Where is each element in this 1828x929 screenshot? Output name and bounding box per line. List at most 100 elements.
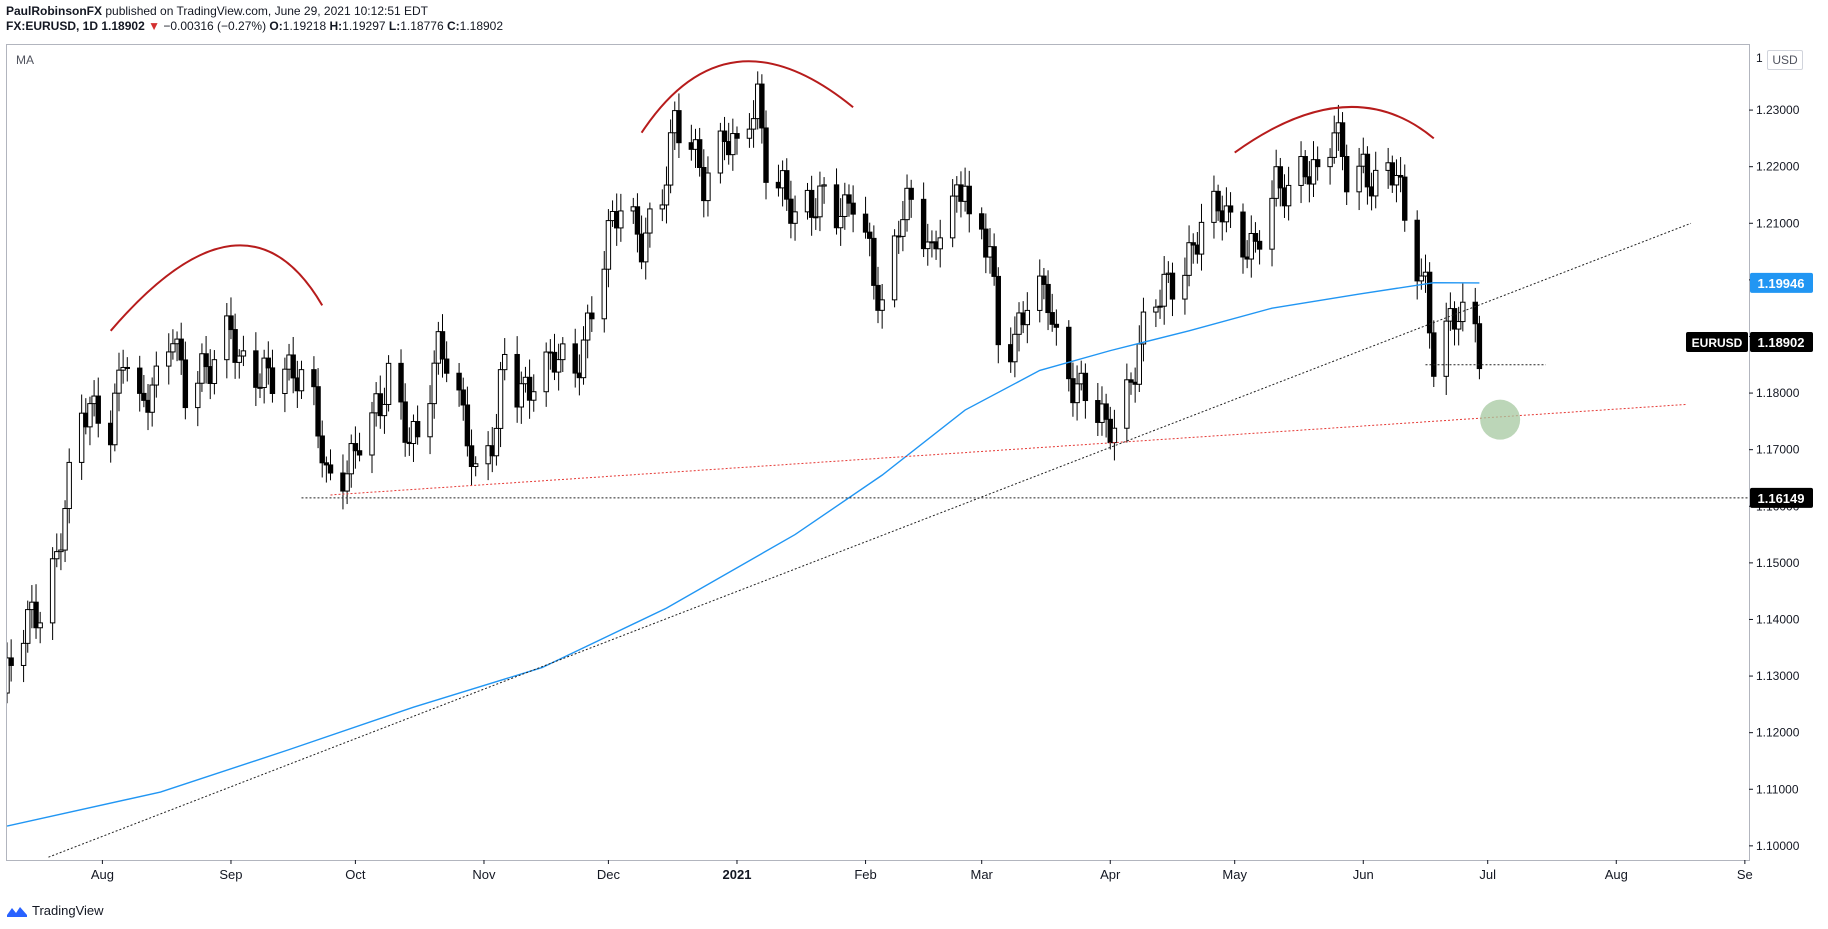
candle <box>282 357 288 413</box>
candle <box>25 600 31 653</box>
candle <box>1455 306 1462 346</box>
candle <box>879 283 885 329</box>
symbol-label[interactable]: FX:EURUSD, 1D <box>6 19 99 33</box>
candle-body <box>1124 379 1130 429</box>
candle-body <box>1186 242 1192 276</box>
candle <box>514 336 520 423</box>
candle-body <box>414 420 421 438</box>
target-zone-circle <box>1480 399 1521 440</box>
candle-body <box>58 549 64 553</box>
x-tick-label: May <box>1222 867 1247 882</box>
candle-body <box>643 232 649 263</box>
candle-body <box>846 194 852 204</box>
candle <box>792 195 798 241</box>
candle <box>966 170 972 233</box>
candle-body <box>1269 197 1275 250</box>
candle-body <box>1153 306 1159 313</box>
candle-body <box>543 351 549 393</box>
candle-body <box>580 339 587 379</box>
candle-body <box>1393 174 1400 186</box>
candle <box>385 355 392 412</box>
candle-body <box>344 473 350 492</box>
candle-body <box>66 461 72 510</box>
candle <box>875 266 881 324</box>
candle-body <box>1256 240 1263 250</box>
plot-area <box>7 60 1749 858</box>
candle-body <box>995 275 1001 346</box>
candle-body <box>531 391 537 401</box>
candle <box>377 375 383 429</box>
candle-body <box>315 386 321 437</box>
x-tick-label: Apr <box>1100 867 1121 882</box>
footer-brand[interactable]: TradingView <box>32 902 104 918</box>
candle <box>460 377 466 421</box>
symbol-tag <box>1686 332 1748 353</box>
candle <box>232 313 238 379</box>
candle <box>58 533 64 571</box>
candle-body <box>605 220 612 270</box>
candle-body <box>1402 176 1408 221</box>
y-tick-label: 1.15000 <box>1756 556 1800 570</box>
candle-body <box>460 389 466 406</box>
candle-body <box>949 195 956 239</box>
candle <box>1397 157 1404 193</box>
currency-badge[interactable]: USD <box>1767 50 1803 70</box>
candle-body <box>837 215 844 229</box>
x-tick-label: Mar <box>970 867 993 882</box>
candle-body <box>265 357 272 369</box>
candle <box>696 127 703 177</box>
candle-body <box>514 353 520 408</box>
x-tick-label: Sep <box>219 867 242 882</box>
candle <box>203 336 209 384</box>
candle <box>1339 112 1346 171</box>
candle-body <box>153 365 160 386</box>
candle-body <box>1451 308 1458 330</box>
candle-body <box>730 133 736 156</box>
candle-body <box>1252 233 1259 242</box>
candle-body <box>663 184 670 206</box>
candle-body <box>1066 326 1072 380</box>
candle-body <box>369 412 375 456</box>
candle <box>369 401 375 474</box>
x-tick-label: Aug <box>91 867 114 882</box>
x-tick-label: Nov <box>472 867 496 882</box>
candle-body <box>269 367 276 394</box>
candle-body <box>572 343 578 374</box>
candle <box>920 182 927 258</box>
x-tick-label: Se <box>1737 867 1753 882</box>
candle-body <box>20 642 27 666</box>
candle <box>265 341 272 385</box>
candle <box>78 394 85 480</box>
candle-body <box>746 128 753 139</box>
candle-body <box>1476 323 1483 370</box>
candle <box>439 314 446 378</box>
candle-body <box>1314 159 1321 168</box>
candle-body <box>1443 320 1449 377</box>
candle <box>663 166 670 224</box>
candle <box>551 333 558 381</box>
candle <box>431 350 437 419</box>
candle-body <box>1074 383 1080 404</box>
candle <box>1024 292 1031 344</box>
candle-body <box>402 401 408 443</box>
candle <box>49 547 56 640</box>
author-name[interactable]: PaulRobinsonFX <box>6 4 102 18</box>
candle <box>149 377 155 427</box>
candle <box>1364 146 1371 205</box>
tradingview-logo-icon[interactable] <box>6 902 28 918</box>
candle <box>269 349 276 403</box>
candle <box>240 335 247 367</box>
candle <box>908 179 914 218</box>
candle <box>667 119 674 194</box>
candle <box>1140 297 1147 362</box>
candle <box>555 343 562 391</box>
candle <box>531 374 537 412</box>
candle <box>1476 315 1483 380</box>
candle <box>1451 301 1458 346</box>
y-tick-label: 1.10000 <box>1756 839 1800 853</box>
candle-body <box>991 246 997 277</box>
x-tick-label: Dec <box>597 867 621 882</box>
indicator-label[interactable]: MA <box>16 53 34 67</box>
candle-body <box>862 213 869 233</box>
